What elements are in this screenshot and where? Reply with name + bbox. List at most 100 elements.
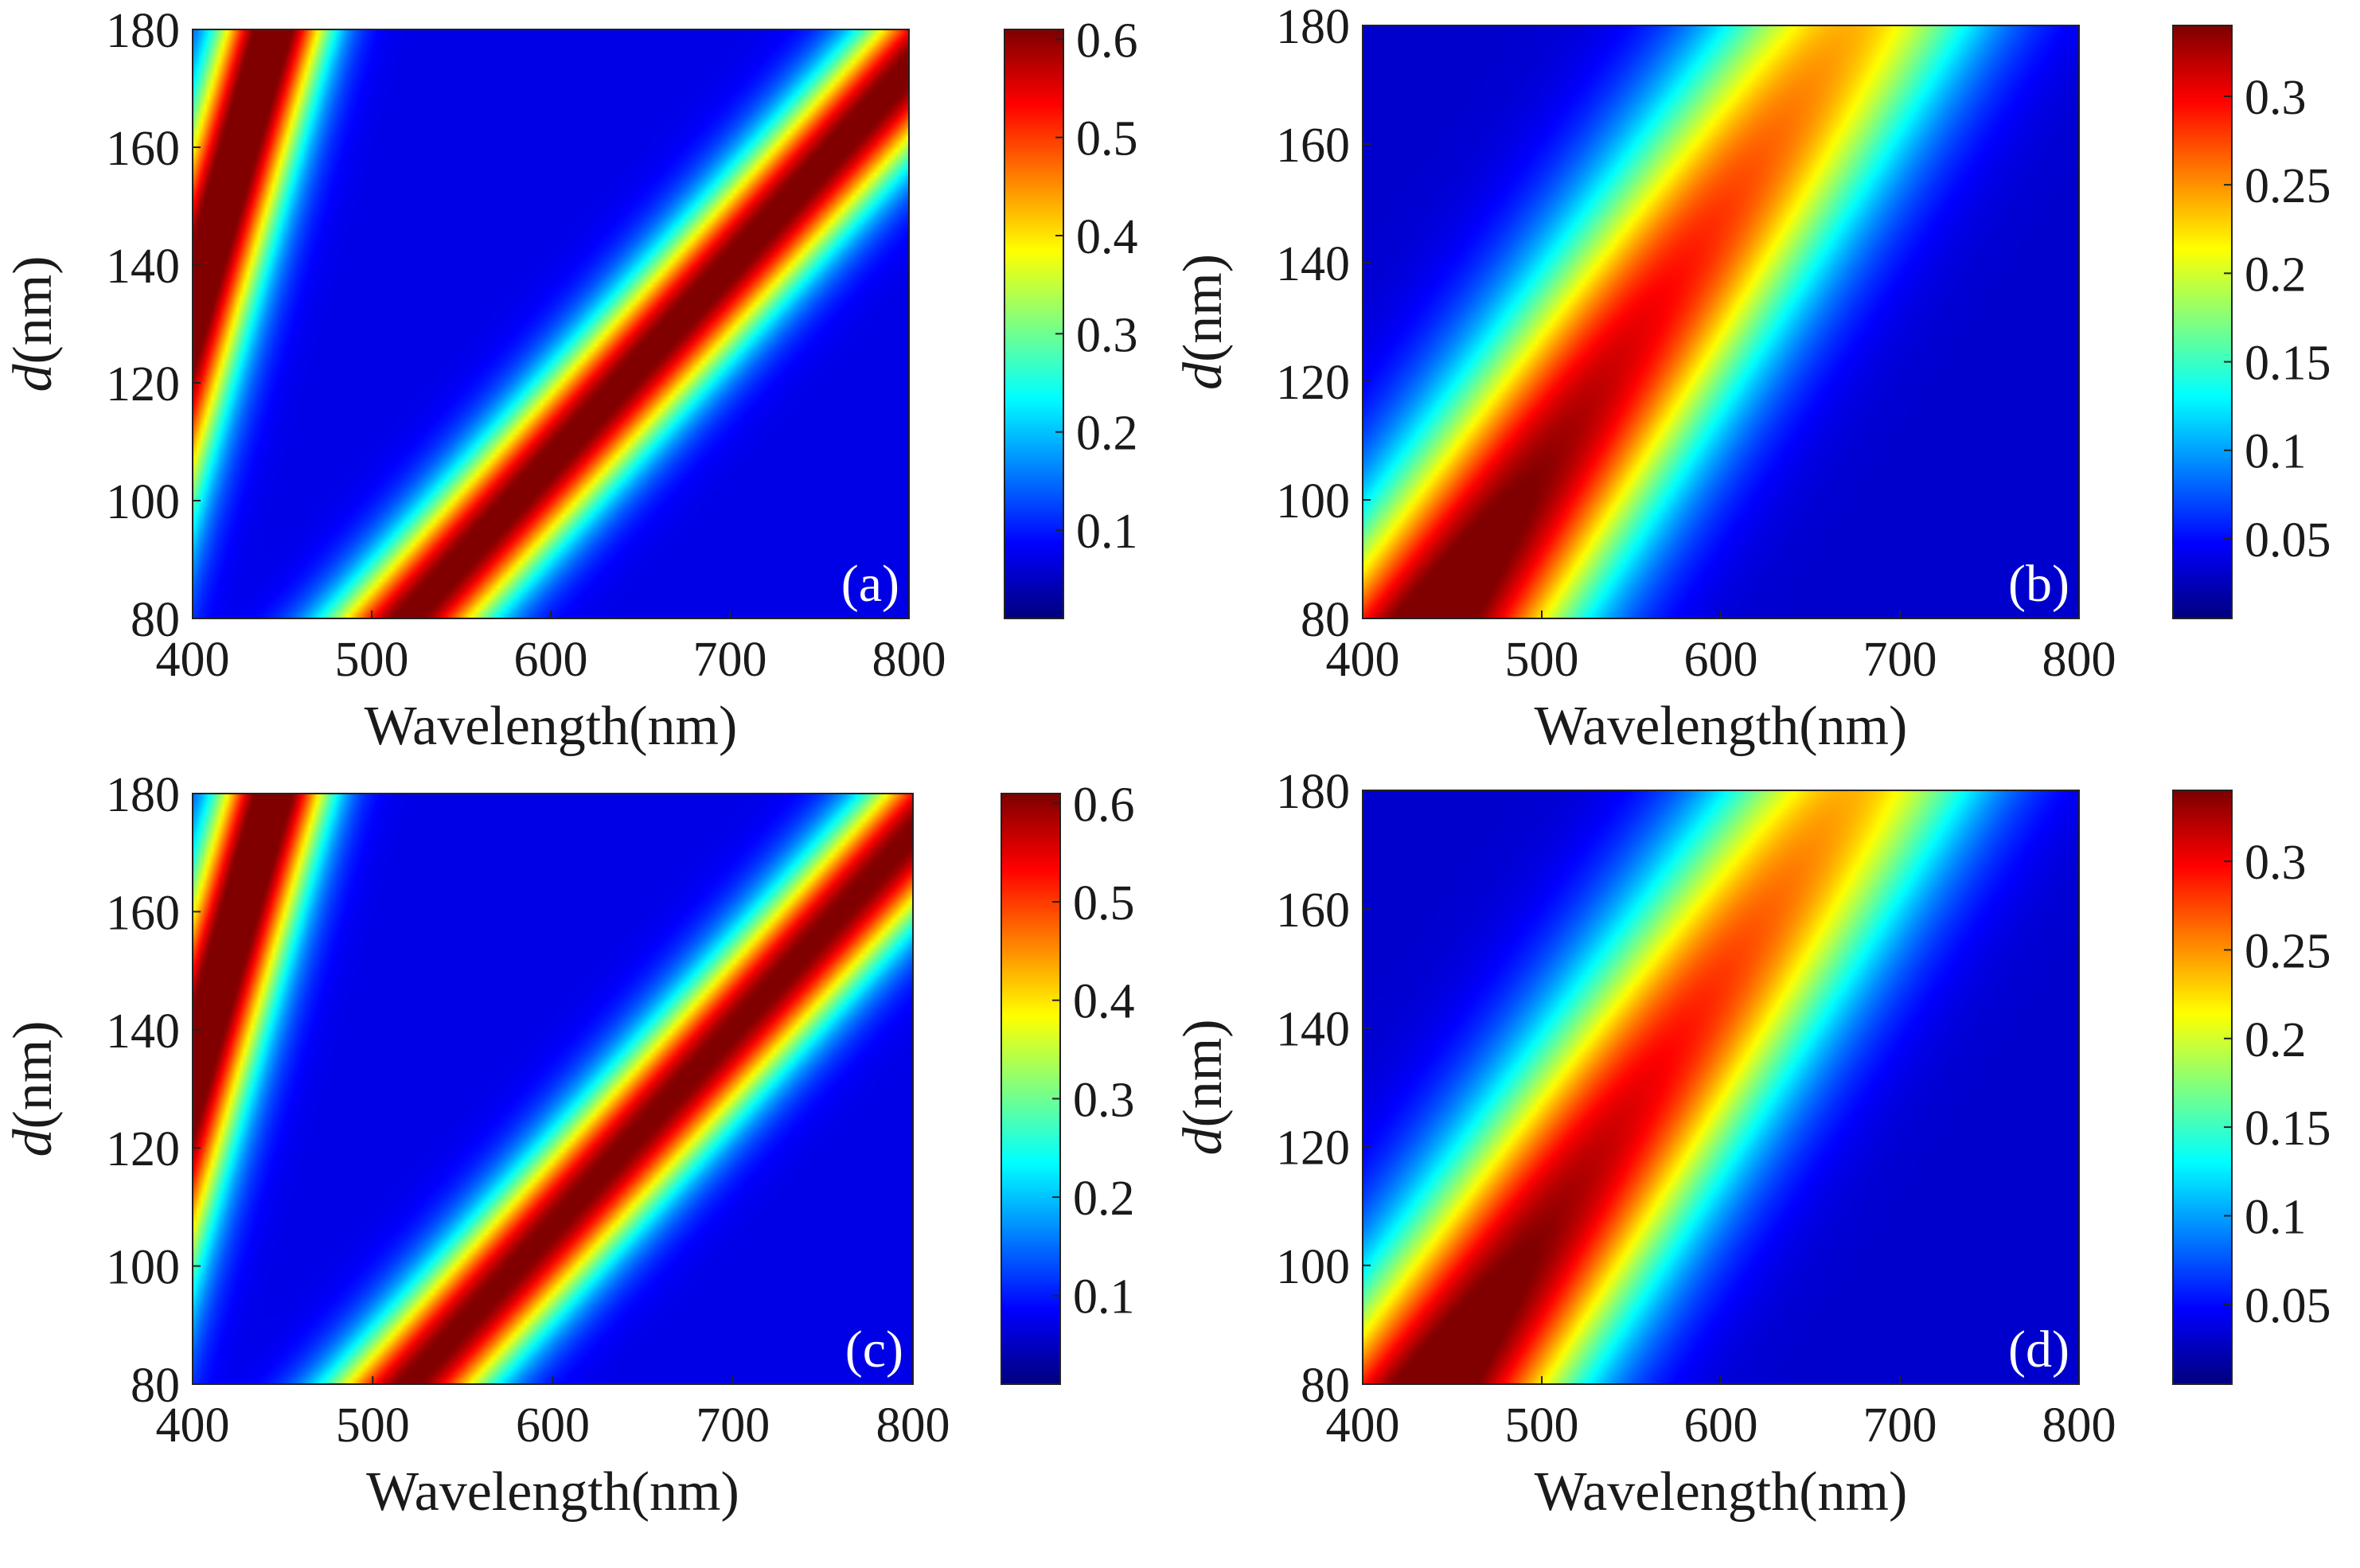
colorbar bbox=[2173, 25, 2232, 618]
panel-b: 400 500 600 700 800 80 100 120 140 160 180 Waveleng… bbox=[1172, 0, 2331, 757]
colorbar-tick-label: 0.1 bbox=[1073, 1270, 1135, 1324]
colorbar bbox=[1004, 29, 1063, 618]
colorbar-tick-label: 0.15 bbox=[2245, 337, 2331, 391]
y-tick-label: 80 bbox=[1301, 1359, 1350, 1413]
x-tick-label: 800 bbox=[2042, 1398, 2116, 1453]
y-axis-label-unit: (nm) bbox=[2, 1020, 64, 1129]
y-axis-label-symbol: d bbox=[2, 1129, 64, 1157]
y-axis-label-symbol: d bbox=[2, 364, 64, 392]
x-tick-label: 500 bbox=[336, 1398, 410, 1453]
x-tick-label: 400 bbox=[156, 633, 230, 687]
panel-label: (a) bbox=[841, 555, 899, 613]
x-tick-label: 400 bbox=[1326, 633, 1400, 687]
colorbar-tick-label: 0.2 bbox=[2245, 1013, 2307, 1067]
colorbar-tick-label: 0.1 bbox=[2245, 425, 2307, 479]
panel-d: 400 500 600 700 800 80 100 120 140 160 180 Waveleng… bbox=[1172, 765, 2331, 1523]
y-tick-label: 180 bbox=[1276, 0, 1350, 54]
y-tick-label: 120 bbox=[1276, 356, 1350, 410]
y-tick-label: 100 bbox=[1276, 474, 1350, 529]
y-tick-label: 140 bbox=[106, 240, 180, 294]
x-tick-label: 600 bbox=[1684, 633, 1758, 687]
y-tick-label: 140 bbox=[106, 1004, 180, 1059]
y-tick-label: 80 bbox=[1301, 593, 1350, 647]
y-tick-label: 120 bbox=[1276, 1121, 1350, 1176]
y-tick-label: 80 bbox=[131, 1359, 180, 1413]
colorbar bbox=[1001, 794, 1060, 1384]
colorbar-frame bbox=[1004, 29, 1064, 619]
x-tick-label: 500 bbox=[1505, 1398, 1579, 1453]
colorbar bbox=[2173, 790, 2232, 1384]
y-tick-label: 160 bbox=[1276, 119, 1350, 173]
y-tick-label: 120 bbox=[106, 357, 180, 412]
x-tick-label: 700 bbox=[693, 633, 767, 687]
x-tick-label: 800 bbox=[876, 1398, 950, 1453]
heatmap-image bbox=[193, 29, 909, 618]
y-tick-label: 80 bbox=[131, 593, 180, 647]
y-tick-label: 140 bbox=[1276, 237, 1350, 291]
y-axis-label-symbol: d bbox=[1172, 361, 1234, 390]
x-tick-label: 400 bbox=[156, 1398, 230, 1453]
heatmap-image bbox=[1363, 790, 2079, 1384]
y-axis-label-unit: (nm) bbox=[1172, 254, 1234, 362]
colorbar-tick-label: 0.4 bbox=[1076, 210, 1138, 264]
x-tick-label: 800 bbox=[872, 633, 946, 687]
x-axis-label: Wavelength(nm) bbox=[1535, 696, 1908, 757]
x-tick-label: 500 bbox=[335, 633, 409, 687]
y-axis-label: d(nm) bbox=[2, 255, 64, 392]
panel-a: 400 500 600 700 800 80 100 120 140 160 180 Waveleng… bbox=[2, 4, 1138, 757]
y-tick-label: 180 bbox=[106, 4, 180, 58]
colorbar-tick-label: 0.25 bbox=[2245, 924, 2331, 978]
y-tick-label: 100 bbox=[1276, 1240, 1350, 1294]
y-tick-label: 100 bbox=[106, 1241, 180, 1295]
panel-c: 400 500 600 700 800 80 100 120 140 160 180 Waveleng… bbox=[2, 768, 1135, 1523]
x-tick-label: 500 bbox=[1505, 633, 1579, 687]
panel-label: (b) bbox=[2008, 555, 2069, 613]
x-tick-label: 700 bbox=[1863, 1398, 1937, 1453]
colorbar-tick-label: 0.4 bbox=[1073, 975, 1135, 1029]
x-axis-label: Wavelength(nm) bbox=[365, 696, 738, 757]
colorbar-tick-label: 0.2 bbox=[1073, 1172, 1135, 1226]
colorbar-frame bbox=[2172, 25, 2233, 619]
y-axis-label-unit: (nm) bbox=[2, 255, 64, 364]
panel-label: (c) bbox=[845, 1320, 903, 1379]
x-tick-label: 700 bbox=[696, 1398, 770, 1453]
heatmap-image bbox=[1363, 25, 2079, 618]
colorbar-tick-label: 0.05 bbox=[2245, 1279, 2331, 1333]
y-tick-label: 120 bbox=[106, 1122, 180, 1176]
colorbar-tick-label: 0.3 bbox=[2245, 71, 2307, 125]
colorbar-tick-label: 0.2 bbox=[2245, 248, 2307, 302]
colorbar-tick-label: 0.15 bbox=[2245, 1102, 2331, 1156]
colorbar-frame bbox=[1001, 793, 1061, 1385]
panel-label: (d) bbox=[2008, 1320, 2069, 1379]
y-tick-label: 140 bbox=[1276, 1002, 1350, 1056]
x-tick-label: 400 bbox=[1326, 1398, 1400, 1453]
colorbar-tick-label: 0.3 bbox=[2245, 836, 2307, 890]
y-axis-label: d(nm) bbox=[1172, 1019, 1234, 1155]
y-tick-label: 180 bbox=[106, 768, 180, 822]
y-axis-label-unit: (nm) bbox=[1172, 1019, 1234, 1127]
heatmap-image bbox=[193, 794, 913, 1384]
x-tick-label: 600 bbox=[516, 1398, 590, 1453]
y-axis-label: d(nm) bbox=[2, 1020, 64, 1156]
y-axis-label: d(nm) bbox=[1172, 254, 1234, 390]
colorbar-tick-label: 0.25 bbox=[2245, 159, 2331, 213]
colorbar-tick-label: 0.05 bbox=[2245, 513, 2331, 568]
colorbar-tick-label: 0.5 bbox=[1073, 876, 1135, 930]
x-axis-label: Wavelength(nm) bbox=[366, 1461, 739, 1523]
y-tick-label: 160 bbox=[106, 122, 180, 176]
colorbar-tick-label: 0.1 bbox=[1076, 505, 1138, 559]
y-tick-label: 100 bbox=[106, 475, 180, 529]
x-tick-label: 800 bbox=[2042, 633, 2116, 687]
colorbar-tick-label: 0.6 bbox=[1073, 778, 1135, 832]
x-tick-label: 600 bbox=[514, 633, 588, 687]
colorbar-tick-label: 0.2 bbox=[1076, 407, 1138, 461]
y-tick-label: 180 bbox=[1276, 765, 1350, 819]
colorbar-tick-label: 0.3 bbox=[1073, 1073, 1135, 1127]
colorbar-tick-label: 0.1 bbox=[2245, 1190, 2307, 1244]
colorbar-tick-label: 0.6 bbox=[1076, 14, 1138, 68]
y-axis-label-symbol: d bbox=[1172, 1127, 1234, 1156]
x-tick-label: 700 bbox=[1863, 633, 1937, 687]
x-axis-label: Wavelength(nm) bbox=[1535, 1461, 1908, 1523]
x-tick-label: 600 bbox=[1684, 1398, 1758, 1453]
